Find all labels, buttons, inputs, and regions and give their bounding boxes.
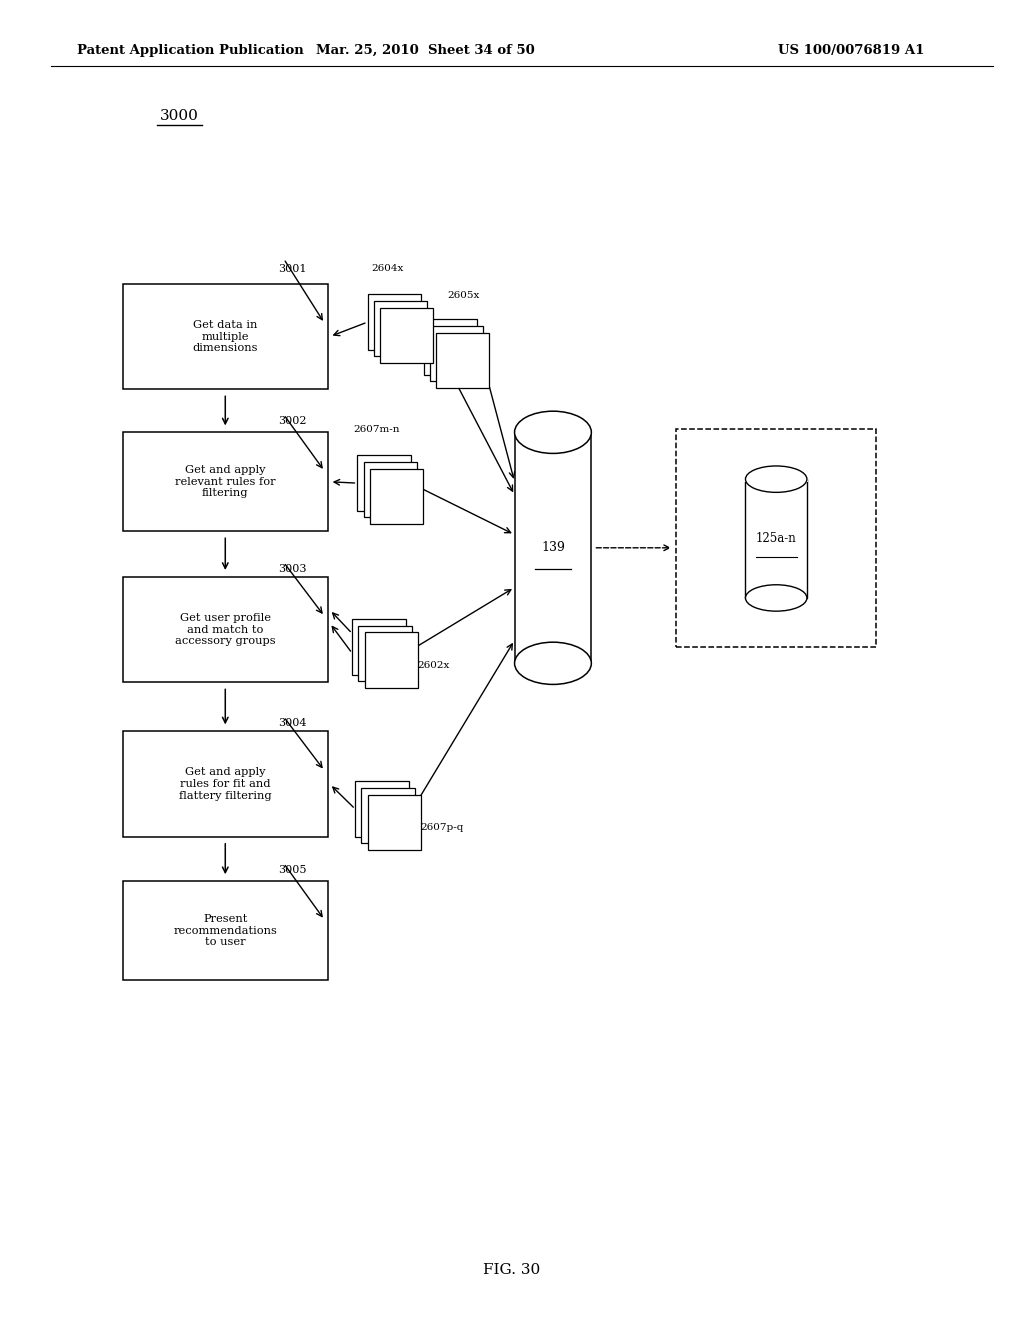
Text: 2602x: 2602x xyxy=(418,661,451,669)
Text: FIG. 30: FIG. 30 xyxy=(483,1263,541,1276)
Text: Present
recommendations
to user: Present recommendations to user xyxy=(173,913,278,948)
FancyBboxPatch shape xyxy=(123,284,328,389)
Bar xyxy=(744,466,808,482)
Text: 139: 139 xyxy=(541,541,565,554)
FancyBboxPatch shape xyxy=(368,294,421,350)
Text: Get data in
multiple
dimensions: Get data in multiple dimensions xyxy=(193,319,258,354)
Text: 3000: 3000 xyxy=(160,110,199,123)
FancyBboxPatch shape xyxy=(365,632,418,688)
FancyBboxPatch shape xyxy=(355,781,409,837)
FancyBboxPatch shape xyxy=(123,731,328,837)
Text: Get and apply
relevant rules for
filtering: Get and apply relevant rules for filteri… xyxy=(175,465,275,499)
Text: 3004: 3004 xyxy=(279,718,307,729)
FancyBboxPatch shape xyxy=(361,788,415,843)
Bar xyxy=(745,479,807,598)
FancyBboxPatch shape xyxy=(123,433,328,531)
Text: 3001: 3001 xyxy=(279,264,307,275)
Text: Get and apply
rules for fit and
flattery filtering: Get and apply rules for fit and flattery… xyxy=(179,767,271,801)
FancyBboxPatch shape xyxy=(123,577,328,682)
FancyBboxPatch shape xyxy=(123,882,328,979)
Text: 2604x: 2604x xyxy=(371,264,403,273)
FancyBboxPatch shape xyxy=(430,326,483,381)
Text: 3005: 3005 xyxy=(279,865,307,875)
FancyBboxPatch shape xyxy=(358,626,412,681)
FancyBboxPatch shape xyxy=(370,469,423,524)
Ellipse shape xyxy=(515,643,592,685)
Ellipse shape xyxy=(745,466,807,492)
FancyBboxPatch shape xyxy=(436,333,489,388)
FancyBboxPatch shape xyxy=(374,301,427,356)
Text: US 100/0076819 A1: US 100/0076819 A1 xyxy=(778,44,925,57)
Text: 2605x: 2605x xyxy=(447,290,480,300)
FancyBboxPatch shape xyxy=(380,308,433,363)
Bar xyxy=(515,433,592,664)
Bar xyxy=(514,409,592,436)
Ellipse shape xyxy=(515,412,592,454)
Text: Patent Application Publication: Patent Application Publication xyxy=(77,44,303,57)
Text: 125a-n: 125a-n xyxy=(756,532,797,545)
FancyBboxPatch shape xyxy=(357,455,411,511)
Text: 3003: 3003 xyxy=(279,564,307,574)
Text: Mar. 25, 2010  Sheet 34 of 50: Mar. 25, 2010 Sheet 34 of 50 xyxy=(315,44,535,57)
FancyBboxPatch shape xyxy=(368,795,421,850)
Text: 2607m-n: 2607m-n xyxy=(353,425,400,434)
FancyBboxPatch shape xyxy=(424,319,477,375)
FancyBboxPatch shape xyxy=(676,429,876,647)
Text: 3002: 3002 xyxy=(279,416,307,426)
FancyBboxPatch shape xyxy=(352,619,406,675)
Text: 2607p-q: 2607p-q xyxy=(420,824,463,832)
Text: Get user profile
and match to
accessory groups: Get user profile and match to accessory … xyxy=(175,612,275,647)
FancyBboxPatch shape xyxy=(364,462,417,517)
Ellipse shape xyxy=(745,585,807,611)
